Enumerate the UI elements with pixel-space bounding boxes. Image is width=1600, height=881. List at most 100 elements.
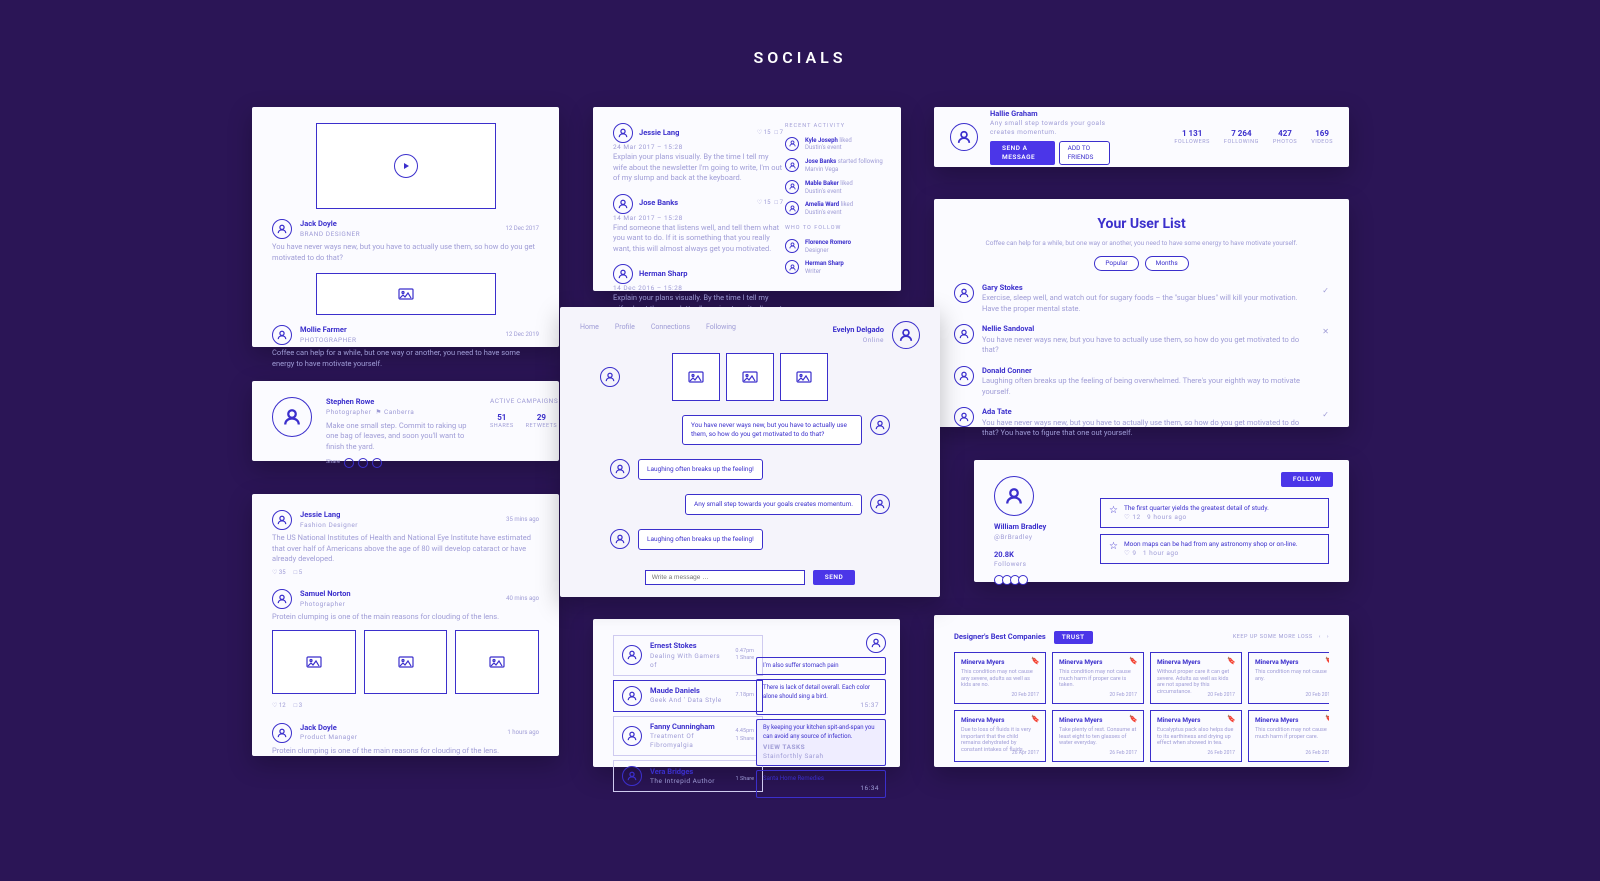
profile-name[interactable]: Hallie Graham	[990, 109, 1110, 120]
profile-header-card: Hallie Graham Any small step towards you…	[934, 107, 1349, 167]
user-row[interactable]: Ada TateYou have never ways new, but you…	[954, 407, 1329, 439]
author-role: Photographer	[300, 600, 351, 609]
message-list-card: Ernest StokesDealing With Gamers of0.47p…	[593, 619, 900, 767]
avatar-icon	[613, 194, 633, 214]
page-title: SOCIALS	[0, 48, 1600, 67]
company-card[interactable]: 🔖Minerva MyersEucalyptus pack also helps…	[1150, 710, 1242, 762]
author-name[interactable]: Samuel Norton	[300, 589, 351, 600]
bio-location: Canberra	[384, 408, 414, 416]
share-icon[interactable]	[358, 458, 368, 468]
stat-item: 51Shares	[490, 412, 514, 431]
bookmark-icon[interactable]: 🔖	[1129, 715, 1138, 725]
chat-message: Laughing often breaks up the feeling!	[610, 459, 890, 488]
arrow-left-icon[interactable]: ‹	[1319, 634, 1321, 642]
bookmark-icon[interactable]: 🔖	[1325, 715, 1329, 725]
profile-name[interactable]: William Bradley	[994, 522, 1084, 533]
company-card[interactable]: 🔖Minerva MyersThis condition may not cau…	[1248, 652, 1329, 704]
avatar-icon	[950, 123, 978, 151]
post-datetime: 24 Mar 2017 – 15:28	[613, 143, 783, 152]
avatar-icon	[272, 325, 292, 345]
nav-link[interactable]: Home	[580, 323, 599, 333]
follow-button[interactable]: FOLLOW	[1281, 472, 1333, 487]
quote-item: ☆Moon maps can be had from any astronomy…	[1100, 534, 1329, 564]
follow-suggestion[interactable]: Florence RomeroDesigner	[785, 239, 885, 255]
avatar-icon	[994, 476, 1034, 516]
author-name[interactable]: Herman Sharp	[639, 269, 687, 280]
company-card[interactable]: 🔖Minerva MyersThis condition may not cau…	[1248, 710, 1329, 762]
image-placeholder[interactable]	[316, 273, 496, 315]
activity-item[interactable]: Amelia Ward likedDustin's event	[785, 201, 885, 217]
company-card[interactable]: 🔖Minerva MyersThis condition may not cau…	[1052, 652, 1144, 704]
stat-item: 169VIDEOS	[1311, 128, 1333, 147]
user-row[interactable]: Gary StokesExercise, sleep well, and wat…	[954, 283, 1329, 315]
share-icon[interactable]	[344, 458, 354, 468]
nav-link[interactable]: Following	[706, 323, 736, 333]
gallery-thumb[interactable]	[672, 353, 720, 401]
bookmark-icon[interactable]: 🔖	[1031, 657, 1040, 667]
bookmark-icon[interactable]: 🔖	[1227, 657, 1236, 667]
author-name[interactable]: Jack Doyle	[300, 219, 360, 230]
message-list-item[interactable]: Fanny CunninghamTreatment Of Fibromyalgi…	[613, 716, 763, 757]
user-list-intro: Coffee can help for a while, but one way…	[954, 239, 1329, 248]
bookmark-icon[interactable]: 🔖	[1129, 657, 1138, 667]
follower-label: Followers	[994, 560, 1084, 569]
author-name[interactable]: Mollie Farmer	[300, 325, 357, 336]
image-thumb[interactable]	[272, 630, 356, 694]
author-role: BRAND DESIGNER	[300, 230, 360, 239]
author-role: PHOTOGRAPHER	[300, 336, 357, 345]
nav-link[interactable]: Profile	[615, 323, 635, 333]
feed-card: Jack Doyle BRAND DESIGNER 12 Dec 2017 Yo…	[252, 107, 559, 347]
add-friend-button[interactable]: ADD TO FRIENDS	[1059, 141, 1110, 165]
follow-suggestion[interactable]: Herman SharpWriter	[785, 260, 885, 276]
author-role: Product Manager	[300, 733, 357, 742]
author-name[interactable]: Jose Banks	[639, 198, 678, 209]
social-feed-card: Jessie LangFashion Designer 35 mins ago …	[252, 494, 559, 756]
activity-item[interactable]: Jose Banks started followingMarvin Vega	[785, 158, 885, 174]
tab-months[interactable]: Months	[1145, 256, 1189, 271]
arrow-right-icon[interactable]: ›	[1327, 634, 1329, 642]
message-input[interactable]	[645, 570, 805, 585]
user-row[interactable]: Donald ConnerLaughing often breaks up th…	[954, 366, 1329, 398]
avatar-icon	[613, 123, 633, 143]
send-message-button[interactable]: SEND A MESSAGE	[990, 141, 1055, 165]
bookmark-icon[interactable]: 🔖	[1227, 715, 1236, 725]
company-card[interactable]: 🔖Minerva MyersWithout proper care it can…	[1150, 652, 1242, 704]
gallery-thumb[interactable]	[726, 353, 774, 401]
avatar-icon	[600, 367, 620, 387]
bio-card: Stephen Rowe Photographer ⚑ Canberra Mak…	[252, 381, 559, 461]
share-icon[interactable]	[372, 458, 382, 468]
stat-item: 29Retweets	[526, 412, 558, 431]
author-name[interactable]: Jessie Lang	[300, 510, 358, 521]
post-item: Jessie Lang ♡ 15□ 7 24 Mar 2017 – 15:28 …	[613, 123, 783, 184]
avatar-icon	[272, 397, 312, 437]
message-list-item[interactable]: Maude DanielsGeek And ' Data Style7.18pm	[613, 680, 763, 712]
activity-item[interactable]: Mable Baker likedDustin's event	[785, 180, 885, 196]
author-name[interactable]: Jack Doyle	[300, 723, 357, 734]
image-thumb[interactable]	[364, 630, 448, 694]
profile-tagline: Any small step towards your goals create…	[990, 119, 1110, 137]
chat-bubble: By keeping your kitchen spit-and-span yo…	[756, 719, 886, 766]
bio-name[interactable]: Stephen Rowe	[326, 397, 476, 408]
activity-item[interactable]: Kyle Joseph likedDustin's event	[785, 137, 885, 153]
image-thumb[interactable]	[455, 630, 539, 694]
video-placeholder[interactable]	[316, 123, 496, 209]
message-list-item[interactable]: Vera BridgesThe Intrepid Author1 Share	[613, 760, 763, 792]
user-row[interactable]: Nellie SandovalYou have never ways new, …	[954, 324, 1329, 356]
company-card[interactable]: 🔖Minerva MyersThis condition may not cau…	[954, 652, 1046, 704]
gallery-thumb[interactable]	[780, 353, 828, 401]
nav-link[interactable]: Connections	[651, 323, 690, 333]
chat-bubble: There is lack of detail overall. Each co…	[756, 679, 886, 715]
author-role: Fashion Designer	[300, 521, 358, 530]
chat-user-name[interactable]: Evelyn Delgado	[833, 325, 884, 336]
activity-heading: RECENT ACTIVITY	[785, 123, 885, 131]
company-card[interactable]: 🔖Minerva MyersDue to loss of fluids it i…	[954, 710, 1046, 762]
bookmark-icon[interactable]: 🔖	[1325, 657, 1329, 667]
avatar-icon	[892, 321, 920, 349]
stat-item: 427PHOTOS	[1273, 128, 1297, 147]
author-name[interactable]: Jessie Lang	[639, 128, 679, 139]
bookmark-icon[interactable]: 🔖	[1031, 715, 1040, 725]
company-card[interactable]: 🔖Minerva MyersTake plenty of rest. Consu…	[1052, 710, 1144, 762]
message-list-item[interactable]: Ernest StokesDealing With Gamers of0.47p…	[613, 635, 763, 676]
send-button[interactable]: SEND	[813, 570, 855, 585]
tab-popular[interactable]: Popular	[1094, 256, 1138, 271]
